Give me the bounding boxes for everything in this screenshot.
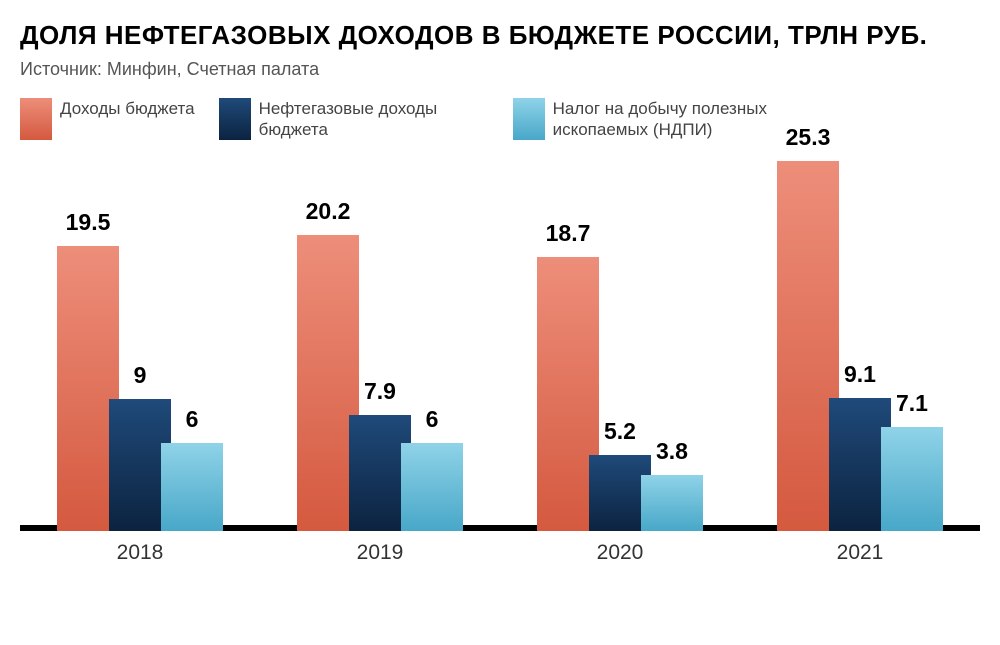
bar-value-label: 18.7 [546, 220, 591, 247]
bar-value-label: 3.8 [656, 438, 688, 465]
x-axis-label: 2021 [760, 541, 960, 565]
bar-wrap: 3.8 [641, 438, 703, 531]
x-axis-label: 2018 [40, 541, 240, 565]
x-axis-label: 2019 [280, 541, 480, 565]
legend-swatch [20, 98, 52, 140]
legend-label: Доходы бюджета [60, 98, 195, 119]
chart-source: Источник: Минфин, Счетная палата [20, 59, 980, 80]
x-axis-labels: 2018 2019 2020 2021 [20, 536, 980, 571]
bar [401, 443, 463, 531]
bar-value-label: 20.2 [306, 198, 351, 225]
bar-value-label: 6 [186, 406, 199, 433]
legend-swatch [513, 98, 545, 140]
bar-group: 20.2 7.9 6 [297, 151, 463, 531]
bar-group: 25.39.17.1 [777, 151, 943, 531]
bar-value-label: 25.3 [786, 124, 831, 151]
bar [161, 443, 223, 531]
bar-group: 19.5 9 6 [57, 151, 223, 531]
legend-swatch [219, 98, 251, 140]
bar-value-label: 9.1 [844, 361, 876, 388]
bar-group: 18.7 5.2 3.8 [537, 151, 703, 531]
bar-value-label: 19.5 [66, 209, 111, 236]
bar [641, 475, 703, 531]
legend-label: Налог на добычу полезных ископаемых (НДП… [553, 98, 783, 141]
x-axis-label: 2020 [520, 541, 720, 565]
bar-groups: 19.59620.27.9618.75.23.825.39.17.1 [20, 151, 980, 531]
bar [881, 427, 943, 531]
chart-title: ДОЛЯ НЕФТЕГАЗОВЫХ ДОХОДОВ В БЮДЖЕТЕ РОСС… [20, 20, 980, 51]
legend-item-oilgas: Нефтегазовые доходы бюджета [219, 98, 489, 141]
legend-item-ndpi: Налог на добычу полезных ископаемых (НДП… [513, 98, 783, 141]
bar-wrap: 6 [401, 406, 463, 531]
bar-wrap: 6 [161, 406, 223, 531]
bar-value-label: 7.9 [364, 378, 396, 405]
chart-area: 19.59620.27.9618.75.23.825.39.17.1 20182… [20, 151, 980, 571]
bar-value-label: 6 [426, 406, 439, 433]
bar-value-label: 9 [134, 362, 147, 389]
bar-value-label: 7.1 [896, 390, 928, 417]
legend-item-budget: Доходы бюджета [20, 98, 195, 141]
bar-wrap: 7.1 [881, 390, 943, 531]
legend-label: Нефтегазовые доходы бюджета [259, 98, 489, 141]
bar-value-label: 5.2 [604, 418, 636, 445]
